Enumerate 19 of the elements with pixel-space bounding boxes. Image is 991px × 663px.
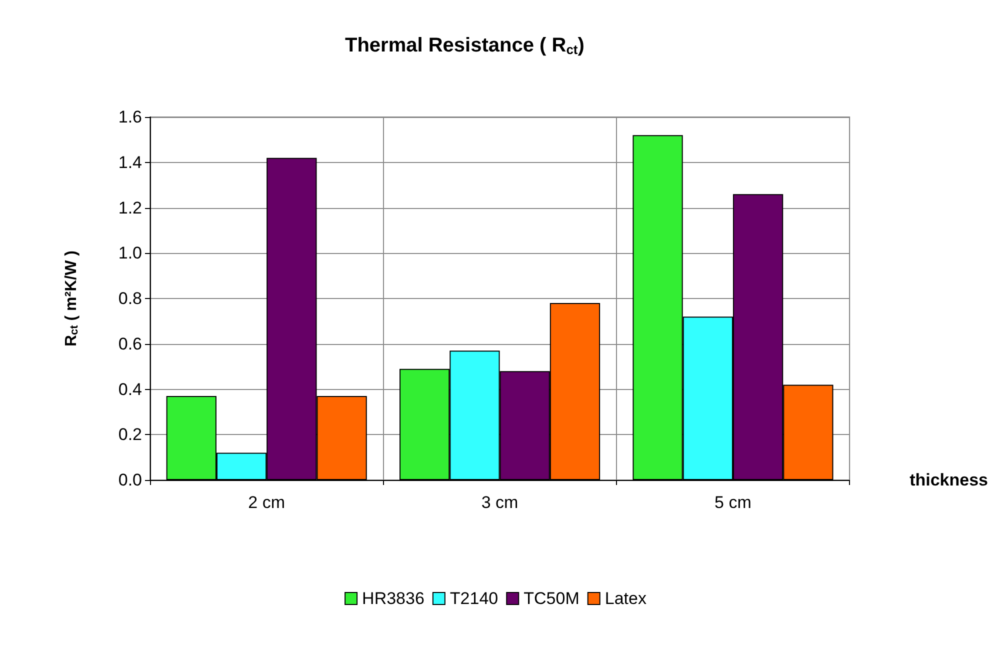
y-axis-title: Rct ( m²K/W ) [63,250,80,346]
chart-title: Thermal Resistance ( Rct) [345,34,584,57]
x-tick-label: 3 cm [481,493,518,512]
legend-label: HR3836 [362,589,424,608]
y-tick-label: 0.6 [118,334,142,354]
legend-label: TC50M [524,589,580,608]
legend-label: T2140 [450,589,498,608]
x-axis-title: thickness [910,470,988,490]
legend-label: Latex [604,589,647,608]
x-tick-label: 5 cm [714,493,752,512]
y-tick-label: 0.4 [118,380,142,399]
y-tick-label: 1.0 [118,244,142,263]
y-tick-label: 1.2 [118,198,142,218]
y-tick-label: 0.8 [118,289,142,308]
y-tick-label: 0.0 [118,470,142,490]
y-tick-label: 0.2 [118,425,142,444]
y-tick-label: 1.6 [118,108,142,126]
y-tick-label: 1.4 [118,152,142,172]
x-tick-label: 2 cm [248,493,286,512]
